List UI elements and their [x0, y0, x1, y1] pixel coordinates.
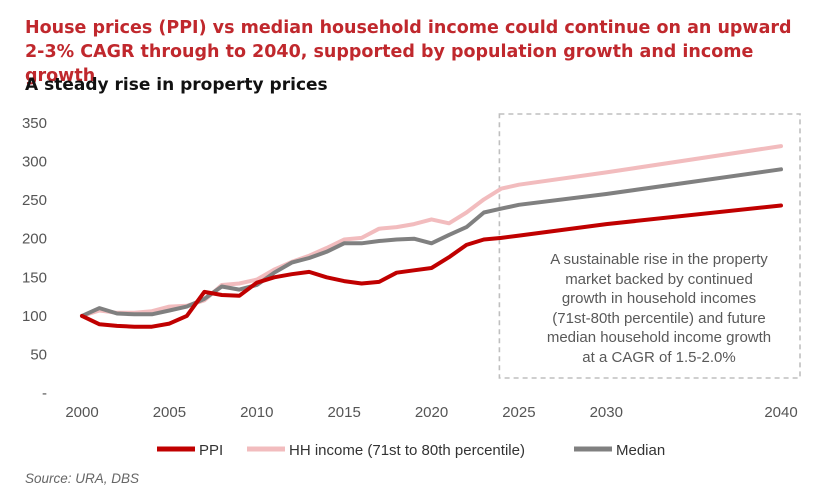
x-tick-label: 2005: [153, 404, 186, 421]
chart-title: A steady rise in property prices: [25, 75, 328, 95]
x-tick-label: 2015: [327, 404, 360, 421]
x-tick-label: 2030: [590, 404, 623, 421]
x-axis: 2000 2005 2010 2015 2020 2025 2030 2040: [65, 404, 797, 421]
annotation-line-5: median household income growth: [546, 329, 772, 346]
y-tick-label: 250: [22, 192, 47, 209]
annotation-line-6: at a CAGR of 1.5-2.0%: [582, 348, 736, 366]
x-tick-label: 2020: [415, 404, 448, 421]
x-tick-label: 2000: [65, 404, 98, 421]
series-layer: [80, 144, 783, 329]
y-tick-label: 150: [22, 269, 47, 286]
annotation-line-3: growth in household incomes: [561, 290, 757, 307]
x-tick-label: 2025: [502, 404, 535, 421]
y-tick-label: 50: [30, 346, 47, 363]
headline-line-2: 2-3% CAGR through to 2040, supported by …: [25, 42, 754, 86]
legend: PPI HH income (71st to 80th percentile) …: [157, 442, 665, 459]
y-tick-label: 200: [22, 231, 47, 248]
y-tick-label: 100: [22, 308, 47, 325]
chart-headline: House prices (PPI) vs median household i…: [25, 16, 825, 88]
y-tick-label: -: [42, 385, 47, 402]
x-tick-label: 2010: [240, 404, 273, 421]
y-tick-label: 300: [22, 154, 47, 171]
x-tick-label: 2040: [764, 404, 797, 421]
annotation-line-1: A sustainable rise in the property: [550, 251, 768, 268]
legend-label-ppi: PPI: [199, 442, 223, 459]
series-line-hh-income-71st-to-80th-percentile: [80, 144, 783, 318]
forecast-region-box: [498, 113, 801, 379]
source-note: Source: URA, DBS: [25, 471, 140, 486]
y-tick-label: 350: [22, 115, 47, 132]
forecast-annotation: A sustainable rise in the property marke…: [519, 250, 799, 367]
legend-label-median: Median: [616, 442, 665, 459]
legend-label-hh-income: HH income (71st to 80th percentile): [289, 442, 525, 459]
series-line-ppi: [80, 203, 783, 329]
y-axis: 350 300 250 200 150 100 50 -: [22, 115, 47, 402]
annotation-line-4: (71st-80th percentile) and future: [552, 309, 766, 327]
annotation-line-2: market backed by continued: [565, 270, 753, 288]
series-line-median: [80, 167, 783, 318]
headline-line-1: House prices (PPI) vs median household i…: [25, 18, 792, 38]
